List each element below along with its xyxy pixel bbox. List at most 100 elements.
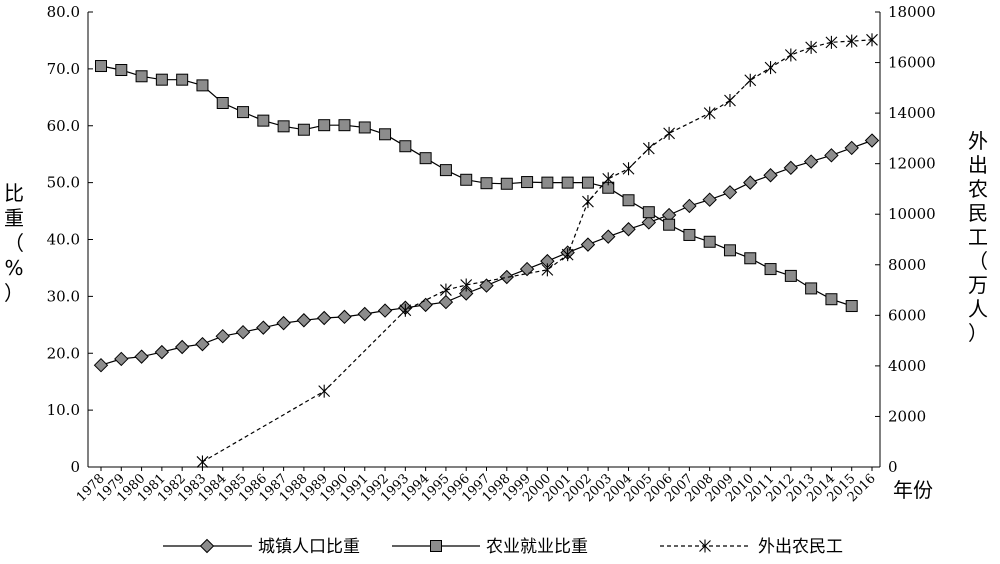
data-point-agri-employment: [460, 173, 473, 186]
data-point-agri-employment: [703, 235, 716, 248]
y-left-tick-label: 0: [70, 458, 80, 476]
data-point-agri-employment: [845, 300, 858, 313]
y-right-tick-label: 18000: [888, 3, 936, 21]
data-point-agri-employment: [784, 269, 797, 282]
data-point-urban-ratio: [174, 339, 190, 355]
data-point-urban-ratio: [459, 286, 474, 301]
y-left-tick-label: 80.0: [47, 3, 80, 21]
y-right-axis-label: 外出农民工（万人）: [968, 129, 988, 345]
legend: 城镇人口比重 农业就业比重 外出农民工: [163, 537, 843, 557]
data-point-agri-employment: [541, 176, 554, 189]
data-point-urban-ratio: [93, 357, 109, 373]
data-point-agri-employment: [500, 177, 513, 190]
series-migrant-workers: [196, 33, 878, 469]
data-point-agri-employment: [663, 218, 676, 231]
y-right-tick-label: 16000: [888, 54, 936, 72]
data-point-urban-ratio: [296, 313, 312, 328]
data-point-agri-employment: [581, 176, 594, 189]
y-left-tick-label: 40.0: [47, 231, 80, 249]
data-point-urban-ratio: [499, 269, 514, 285]
data-point-urban-ratio: [215, 328, 230, 344]
y-right-label-char: 人: [968, 297, 988, 321]
legend-item-agri: 农业就业比重: [392, 537, 588, 557]
data-point-agri-employment: [521, 176, 534, 189]
data-point-urban-ratio: [844, 140, 859, 156]
data-point-agri-employment: [805, 282, 818, 295]
data-point-migrant-workers: [744, 73, 757, 87]
data-point-urban-ratio: [519, 261, 535, 277]
data-point-agri-employment: [257, 114, 270, 127]
data-point-urban-ratio: [722, 185, 738, 200]
y-left-label-char: （: [4, 231, 24, 255]
data-point-migrant-workers: [724, 93, 736, 107]
data-point-agri-employment: [642, 206, 655, 219]
y-left-tick-label: 60.0: [47, 117, 80, 135]
data-point-migrant-workers: [784, 48, 797, 62]
data-point-urban-ratio: [154, 344, 170, 360]
data-point-urban-ratio: [621, 222, 636, 237]
data-point-urban-ratio: [601, 229, 616, 244]
data-point-agri-employment: [176, 73, 189, 86]
data-point-agri-employment: [196, 79, 209, 92]
y-right-tick-label: 4000: [888, 357, 926, 375]
y-left-label-char: 比: [4, 181, 24, 205]
data-point-agri-employment: [379, 128, 392, 141]
y-left-label-char: %: [4, 256, 23, 280]
legend-marker-agri: [430, 540, 442, 552]
data-point-migrant-workers: [561, 248, 574, 262]
y-right-tick-label: 14000: [888, 104, 936, 122]
y-right-tick-label: 10000: [888, 205, 936, 223]
data-point-agri-employment: [338, 119, 351, 132]
data-point-agri-employment: [622, 194, 635, 207]
data-point-agri-employment: [297, 123, 310, 136]
data-point-urban-ratio: [134, 349, 149, 364]
data-point-urban-ratio: [479, 278, 494, 293]
data-point-urban-ratio: [580, 237, 596, 252]
data-point-urban-ratio: [256, 320, 271, 335]
data-point-urban-ratio: [743, 175, 758, 190]
y-right-label-char: （: [968, 249, 988, 273]
data-point-migrant-workers: [866, 33, 878, 47]
series-layer: [93, 33, 880, 469]
x-axis-label: 年份: [893, 478, 933, 502]
data-point-urban-ratio: [195, 336, 210, 352]
data-point-urban-ratio: [316, 310, 332, 326]
y-right-label-char: 外: [968, 129, 988, 153]
data-point-agri-employment: [825, 293, 838, 306]
y-right-label-char: 农: [968, 177, 988, 201]
data-point-migrant-workers: [460, 278, 473, 292]
data-point-urban-ratio: [357, 306, 372, 322]
data-point-agri-employment: [135, 70, 148, 83]
legend-label-urban: 城镇人口比重: [258, 537, 360, 557]
y-left-tick-label: 30.0: [47, 287, 80, 305]
y-right-tick-label: 8000: [888, 256, 926, 274]
data-point-urban-ratio: [114, 351, 129, 367]
series-urban-ratio: [93, 133, 880, 373]
data-point-agri-employment: [399, 140, 412, 153]
data-point-migrant-workers: [318, 384, 331, 398]
series-agri-employment: [95, 60, 858, 313]
y-right-tick-label: 0: [888, 458, 898, 476]
data-point-agri-employment: [764, 263, 777, 276]
data-point-migrant-workers: [825, 35, 838, 49]
y-right-label-char: 工: [968, 225, 988, 249]
data-point-migrant-workers: [703, 106, 716, 120]
data-point-migrant-workers: [582, 195, 594, 209]
y-right-tick-label: 12000: [888, 155, 936, 173]
data-point-migrant-workers: [764, 61, 777, 75]
data-point-agri-employment: [561, 176, 574, 189]
data-point-agri-employment: [439, 164, 452, 177]
data-point-migrant-workers: [622, 162, 635, 176]
legend-marker-migrant: [699, 539, 711, 553]
data-point-migrant-workers: [399, 303, 412, 317]
data-point-urban-ratio: [418, 297, 433, 313]
data-point-agri-employment: [155, 73, 168, 86]
data-point-urban-ratio: [702, 192, 717, 207]
data-point-migrant-workers: [642, 142, 655, 155]
y-right-label-char: 民: [968, 201, 988, 225]
data-point-agri-employment: [723, 244, 736, 257]
data-point-urban-ratio: [803, 154, 819, 169]
data-point-migrant-workers: [845, 34, 858, 48]
y-left-label-char: 重: [4, 206, 24, 230]
